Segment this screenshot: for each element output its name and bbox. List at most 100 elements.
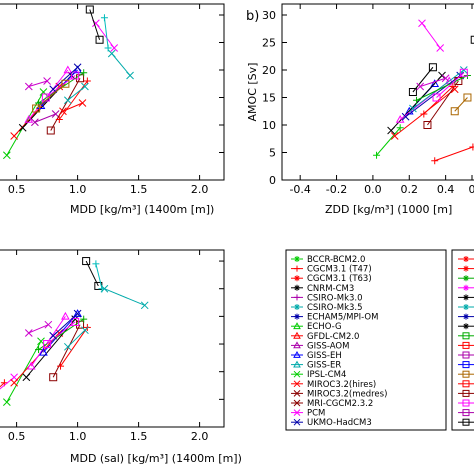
legend-marker [463,265,469,272]
legend-marker [462,370,470,378]
legend-marker [293,322,301,330]
legend-entry-secondary [458,409,474,417]
legend-entry: ECHAM5/MPI-OM [291,313,378,323]
legend-label: MIROC3.2(hires) [307,380,376,390]
legend-label: GISS-AOM [307,341,349,351]
series-segment [24,65,73,123]
data-point [73,309,82,317]
data-point [81,82,89,91]
legend-entry-secondary [458,370,474,378]
series-segment [418,19,445,52]
data-point [80,315,88,323]
data-point [126,71,134,80]
legend-box [285,249,447,431]
legend-entry-secondary [458,418,474,426]
legend-entry: CGCM3.1 (T47) [291,265,372,275]
plot-frame [281,3,474,181]
legend-marker [463,294,469,301]
legend-marker [293,360,301,368]
data-point [49,331,58,340]
legend-entry: BCCR-BCM2.0 [291,255,365,265]
x-tick-label: -0.4 [289,183,310,196]
data-point [459,66,468,74]
legend-entry-secondary [458,399,474,407]
segment-line [38,318,84,350]
legend-marker [463,284,469,291]
series-segment [31,110,60,127]
segment-line [50,78,81,131]
data-point [420,110,428,118]
panel-mdd-sal: 0.5 1.0 1.5 2.0 MDD (sal) [kg/m³] (1400m [m]… [0,249,242,465]
data-point [55,116,63,123]
data-point [59,107,67,116]
segment-line [89,9,101,40]
legend-entry: PCM [291,409,325,419]
data-point [140,301,149,310]
legend-entry: CGCM3.1 (T63) [291,274,372,284]
legend-entry-secondary [458,275,474,282]
legend-entry-secondary [458,284,474,291]
legend-marker [293,418,301,426]
legend-entry: GISS-ER [291,360,341,371]
series-segment [416,74,450,91]
legend-marker [294,294,300,301]
legend-entry-secondary [458,351,474,359]
data-point [24,329,33,337]
legend-marker [462,351,470,359]
series-segment [35,315,88,354]
legend-label: BCCR-BCM2.0 [307,255,365,265]
legend-label: CNRM-CM3 [307,284,354,294]
legend-entry: MIROC3.2(hires) [291,380,376,390]
segment-line [45,75,76,98]
segment-line [436,72,465,98]
legend-entry-secondary [458,323,474,330]
segment-line [0,376,15,390]
series-segment [450,93,472,116]
y-tick-label: 10 [262,119,276,132]
data-point [26,361,36,370]
panel-label: b) [246,9,259,24]
legend-box-2 [451,249,474,431]
data-point [95,35,104,44]
data-point [22,373,31,382]
y-tick-label: 15 [262,92,276,105]
legend-entry: IPSL-CM4 [291,370,346,380]
data-point [449,83,457,90]
legend-entry: MRI-CGCM2.3.2 [291,399,373,409]
data-point [71,317,80,326]
x-tick-label: 2.0 [191,430,209,443]
legend-marker [293,409,301,416]
series-segment [24,77,51,91]
legend-entry: MIROC3.2(medres) [291,389,387,399]
x-tick-label: 1.5 [130,183,148,196]
x-tick-label: 0.0 [364,183,382,196]
data-point [31,118,39,127]
x-tick-label: -0.2 [326,183,347,196]
legend-entry-secondary [458,341,474,349]
legend-label: GFDL-CM2.0 [307,332,359,342]
data-point [432,93,441,102]
segment-line [423,86,454,115]
y-tick-label: 5 [269,147,276,160]
legend-marker [463,323,469,330]
segment-line [421,22,441,49]
data-point [459,68,468,77]
data-point [10,378,19,387]
legend-label: GISS-ER [307,361,341,371]
segment-line [454,97,468,112]
data-point [373,151,381,159]
data-point [24,114,34,123]
data-point [73,63,82,72]
data-point [396,124,404,132]
segment-line [416,75,468,101]
legend-entry: GISS-EH [291,350,342,361]
data-point [395,114,405,123]
data-point [46,126,55,135]
legend-label: MIROC3.2(medres) [307,389,387,399]
data-point [100,14,108,22]
legend-label: UKMO-HadCM3 [307,418,372,428]
series-segment [63,82,89,105]
segment-line [434,146,474,162]
